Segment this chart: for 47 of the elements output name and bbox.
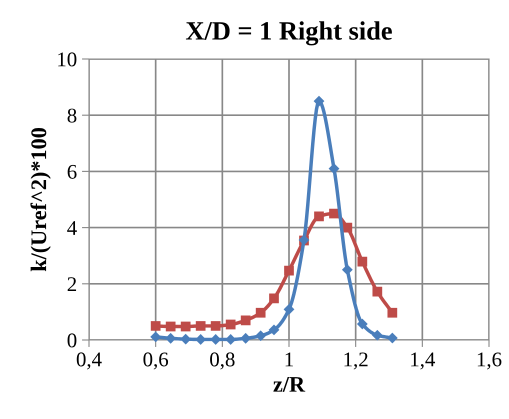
point [387, 332, 398, 344]
point [372, 286, 382, 297]
point [150, 321, 161, 331]
point [328, 163, 340, 174]
point [357, 256, 368, 266]
point [268, 324, 280, 335]
y-tick-label: 10 [58, 52, 76, 66]
y-tick-label: 4 [67, 221, 77, 235]
point [240, 315, 251, 326]
point [269, 294, 279, 304]
x-tick-label: 0,6 [143, 352, 168, 370]
x-tick-label: 0,8 [210, 352, 235, 370]
y-axis-title: k/(Uref^2)*100 [30, 128, 51, 272]
point [180, 322, 191, 332]
point [329, 208, 339, 218]
x-tick-label: 1,2 [344, 352, 368, 370]
y-tick-label: 6 [68, 164, 77, 179]
y-tick-label: 2 [68, 277, 76, 292]
y-tick-label: 0 [68, 333, 76, 348]
point [372, 330, 382, 340]
point [240, 333, 251, 344]
point [150, 332, 161, 342]
point [196, 321, 206, 331]
point [196, 334, 206, 345]
point [387, 308, 398, 318]
point [210, 321, 221, 331]
point [314, 212, 324, 222]
point [357, 318, 368, 330]
point [342, 222, 352, 232]
point [284, 304, 294, 314]
point [256, 308, 266, 318]
chart-title: X/D = 1 Right side [186, 21, 392, 46]
point [284, 266, 294, 276]
point [226, 320, 236, 330]
point [256, 330, 266, 341]
point [342, 264, 352, 275]
x-tick-label: 1,4 [411, 352, 436, 370]
point [180, 334, 191, 344]
x-tick-label: 0,4 [76, 352, 102, 370]
y-tick-label: 8 [68, 108, 76, 123]
x-tick-label: 1 [286, 352, 293, 366]
point [314, 96, 324, 106]
point [166, 322, 176, 332]
x-tick-label: 1,6 [478, 352, 502, 370]
point [166, 333, 176, 344]
point [226, 334, 236, 345]
x-axis-title: z/R [273, 377, 306, 392]
